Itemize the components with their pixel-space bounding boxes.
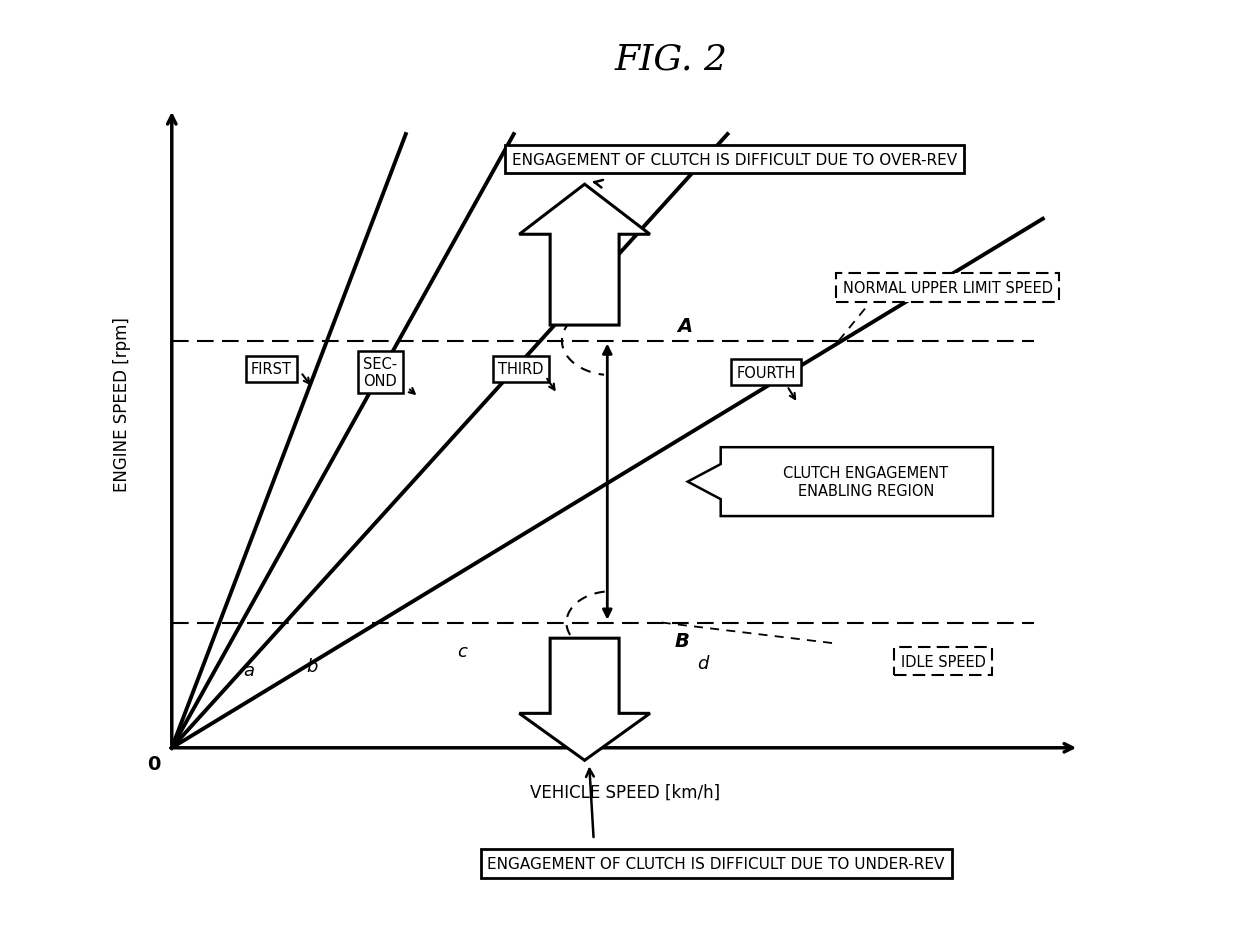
Text: NORMAL UPPER LIMIT SPEED: NORMAL UPPER LIMIT SPEED [842, 281, 1053, 296]
Text: b: b [306, 658, 319, 676]
Text: FIRST: FIRST [250, 362, 293, 377]
Text: a: a [243, 661, 254, 679]
Text: ENGAGEMENT OF CLUTCH IS DIFFICULT DUE TO OVER-REV: ENGAGEMENT OF CLUTCH IS DIFFICULT DUE TO… [512, 152, 957, 168]
Polygon shape [520, 185, 650, 326]
Text: ENGINE SPEED [rpm]: ENGINE SPEED [rpm] [113, 317, 131, 491]
Text: A: A [677, 316, 692, 335]
Text: d: d [697, 655, 708, 672]
Text: B: B [675, 631, 689, 650]
Text: FIG. 2: FIG. 2 [614, 43, 728, 77]
Text: THIRD: THIRD [498, 362, 544, 377]
Text: VEHICLE SPEED [km/h]: VEHICLE SPEED [km/h] [531, 783, 720, 801]
Text: FOURTH: FOURTH [737, 366, 796, 380]
Text: SEC-
OND: SEC- OND [363, 356, 398, 388]
Polygon shape [688, 447, 993, 517]
Text: IDLE SPEED: IDLE SPEED [900, 654, 986, 669]
Text: ENGAGEMENT OF CLUTCH IS DIFFICULT DUE TO UNDER-REV: ENGAGEMENT OF CLUTCH IS DIFFICULT DUE TO… [487, 856, 945, 871]
Text: c: c [458, 642, 467, 660]
Text: CLUTCH ENGAGEMENT
ENABLING REGION: CLUTCH ENGAGEMENT ENABLING REGION [784, 466, 949, 498]
Polygon shape [520, 639, 650, 761]
Text: 0: 0 [148, 754, 160, 773]
